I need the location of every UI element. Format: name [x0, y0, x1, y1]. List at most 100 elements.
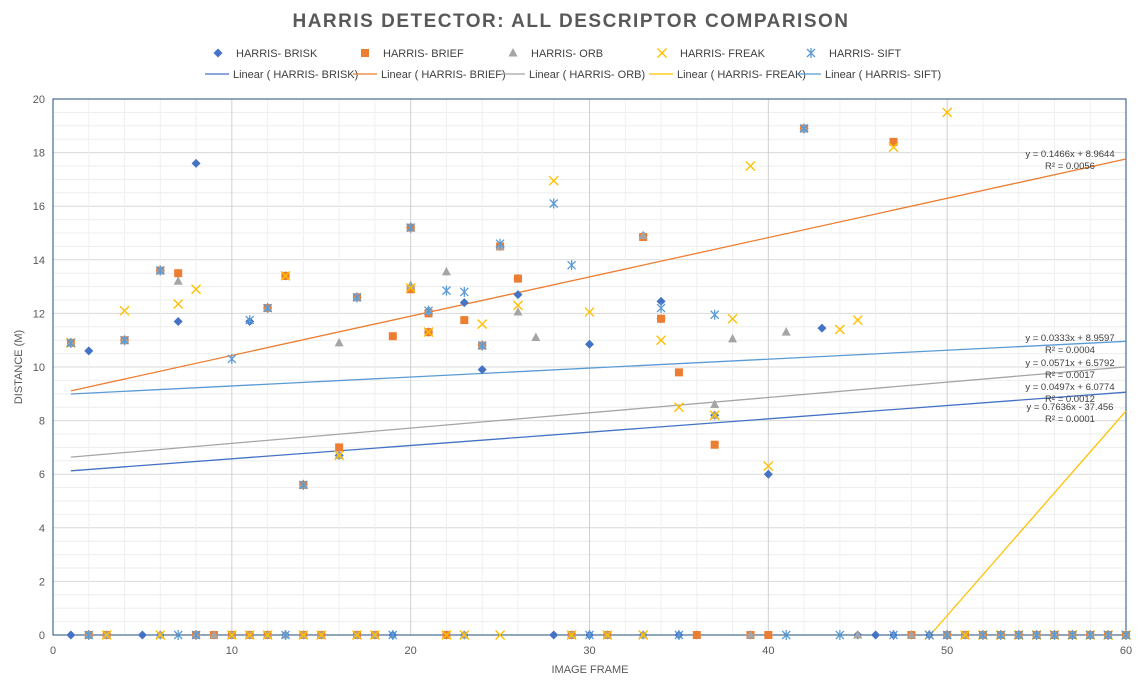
data-point: [513, 274, 522, 283]
data-point: [173, 299, 184, 310]
data-point: [657, 314, 666, 323]
data-point: [335, 443, 344, 452]
legend-trendline-label: Linear ( HARRIS- BRISK): [233, 69, 358, 81]
data-point: [852, 315, 863, 326]
data-point: [441, 630, 452, 640]
data-point: [334, 337, 344, 347]
data-point: [173, 630, 183, 640]
axis-ticks: 0 2 4 6 8 10 12 14 16 18 20 0 10 20 30 40 50 60: [33, 94, 1132, 657]
x-tick-label: 10: [226, 645, 238, 657]
data-point: [334, 450, 345, 461]
data-point: [441, 285, 451, 296]
data-point: [191, 158, 201, 168]
data-point: [459, 298, 469, 308]
x-axis-label: IMAGE FRAME: [551, 664, 628, 676]
data-point: [441, 266, 451, 276]
chart-title: HARRIS DETECTOR: ALL DESCRIPTOR COMPARIS…: [292, 11, 849, 32]
data-point: [745, 630, 755, 639]
data-point: [567, 260, 577, 271]
y-tick-label: 14: [33, 255, 45, 267]
data-point: [710, 440, 719, 449]
legend-entry-label: HARRIS- BRIEF: [383, 48, 464, 60]
data-point: [835, 630, 845, 640]
data-point: [674, 630, 684, 640]
trendline-equation: y = 0.0571x + 6.5792: [1025, 358, 1114, 369]
data-point: [173, 316, 183, 326]
x-tick-label: 60: [1120, 645, 1132, 657]
trendline-r-squared: R² = 0.0056: [1045, 161, 1095, 172]
data-point: [388, 332, 397, 341]
data-point: [924, 630, 934, 640]
data-point: [460, 316, 469, 325]
data-point: [656, 335, 667, 346]
y-tick-label: 20: [33, 94, 45, 106]
data-point: [710, 309, 720, 320]
data-point: [888, 142, 899, 153]
data-point: [1121, 630, 1131, 640]
data-point: [806, 48, 816, 58]
x-tick-label: 30: [583, 645, 595, 657]
data-point: [1032, 630, 1042, 640]
data-point: [280, 270, 291, 281]
data-point: [657, 48, 667, 58]
data-point: [656, 296, 666, 306]
data-point: [1067, 630, 1077, 640]
data-point: [174, 269, 183, 278]
y-tick-label: 2: [39, 576, 45, 588]
trendline: [70, 391, 1127, 472]
data-point: [155, 630, 166, 640]
data-point: [495, 630, 506, 640]
legend: HARRIS- BRISK HARRIS- BRIEF HARRIS- ORB HAR…: [205, 48, 941, 81]
y-tick-label: 0: [39, 630, 45, 642]
data-point: [352, 292, 362, 303]
data-point: [477, 365, 487, 375]
data-point: [889, 630, 898, 640]
data-point: [763, 469, 773, 479]
data-point: [978, 630, 988, 640]
data-point: [508, 48, 518, 57]
x-tick-label: 0: [50, 645, 56, 657]
data-point: [227, 353, 237, 364]
legend-entry-label: HARRIS- SIFT: [829, 48, 901, 60]
data-point: [423, 327, 434, 338]
data-point: [781, 327, 791, 336]
trendline-r-squared: R² = 0.0012: [1045, 394, 1095, 405]
trendline-equation: y = 0.0497x + 6.0774: [1025, 382, 1114, 393]
data-point: [213, 48, 223, 58]
data-point: [764, 631, 773, 639]
data-point: [119, 305, 130, 316]
data-point: [585, 630, 594, 640]
trendline: [70, 158, 1127, 392]
data-point: [66, 337, 76, 348]
data-point: [263, 303, 273, 314]
data-point: [406, 285, 415, 294]
data-point: [66, 630, 76, 640]
data-point: [209, 630, 219, 639]
data-point: [817, 323, 827, 333]
legend-entry-label: HARRIS- ORB: [531, 48, 603, 60]
data-point: [566, 630, 577, 640]
data-point: [406, 222, 416, 233]
data-point: [101, 630, 112, 640]
data-point: [638, 630, 649, 640]
data-point: [727, 313, 738, 324]
data-point: [585, 339, 594, 349]
data-point: [316, 630, 327, 640]
data-points: [65, 107, 1131, 640]
y-tick-label: 10: [33, 362, 45, 374]
data-point: [710, 399, 720, 409]
data-point: [298, 479, 308, 490]
data-point: [477, 340, 487, 351]
data-point: [226, 630, 237, 640]
data-point: [673, 402, 684, 413]
data-point: [424, 305, 434, 316]
data-point: [369, 630, 380, 640]
legend-entry-label: HARRIS- BRISK: [236, 48, 318, 60]
data-point: [853, 630, 863, 639]
data-point: [799, 123, 809, 134]
data-point: [513, 290, 523, 300]
data-point: [996, 630, 1006, 640]
data-point: [191, 284, 202, 295]
